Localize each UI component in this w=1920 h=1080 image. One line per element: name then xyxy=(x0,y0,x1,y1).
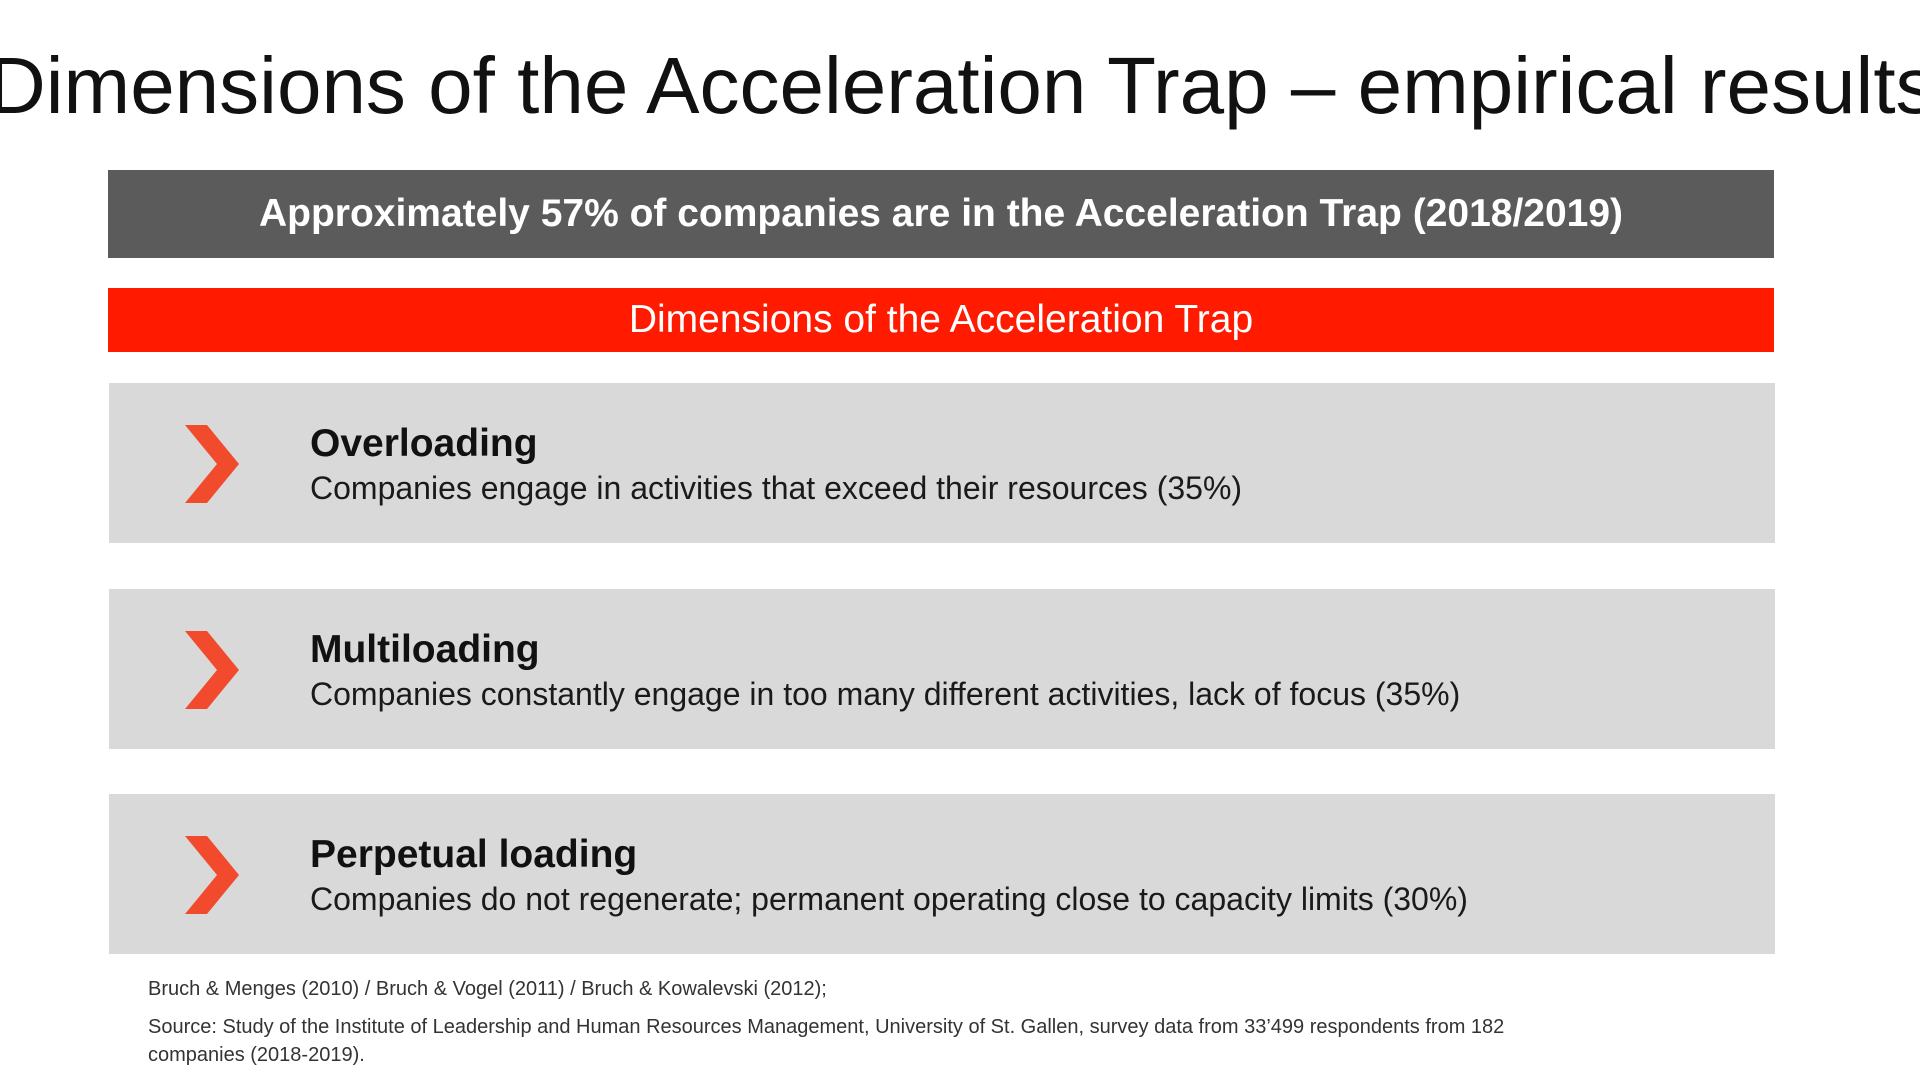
citations-text: Bruch & Menges (2010) / Bruch & Vogel (2… xyxy=(148,978,827,1000)
dimension-card-overloading: Overloading Companies engage in activiti… xyxy=(109,383,1775,543)
summary-banner-text: Approximately 57% of companies are in th… xyxy=(258,192,1624,235)
summary-banner: Approximately 57% of companies are in th… xyxy=(108,170,1774,258)
dimension-card-multiloading: Multiloading Companies constantly engage… xyxy=(109,589,1775,749)
section-banner-text: Dimensions of the Acceleration Trap xyxy=(628,298,1254,341)
slide-title: Dimensions of the Acceleration Trap – em… xyxy=(0,41,1920,130)
dimension-heading: Perpetual loading xyxy=(310,833,638,876)
chevron-right-icon xyxy=(185,836,239,914)
references: Bruch & Menges (2010) / Bruch & Vogel (2… xyxy=(148,975,1748,1069)
dimension-description: Companies engage in activities that exce… xyxy=(310,470,1243,506)
section-banner: Dimensions of the Acceleration Trap xyxy=(108,288,1774,352)
chevron-right-icon xyxy=(185,425,239,503)
dimension-description: Companies constantly engage in too many … xyxy=(310,676,1461,712)
chevron-right-icon xyxy=(185,631,239,709)
source-text: Source: Study of the Institute of Leader… xyxy=(148,1016,1505,1066)
dimension-description: Companies do not regenerate; permanent o… xyxy=(310,881,1468,917)
dimension-card-perpetual-loading: Perpetual loading Companies do not regen… xyxy=(109,794,1775,954)
dimension-heading: Overloading xyxy=(310,422,538,465)
dimension-heading: Multiloading xyxy=(310,628,540,671)
